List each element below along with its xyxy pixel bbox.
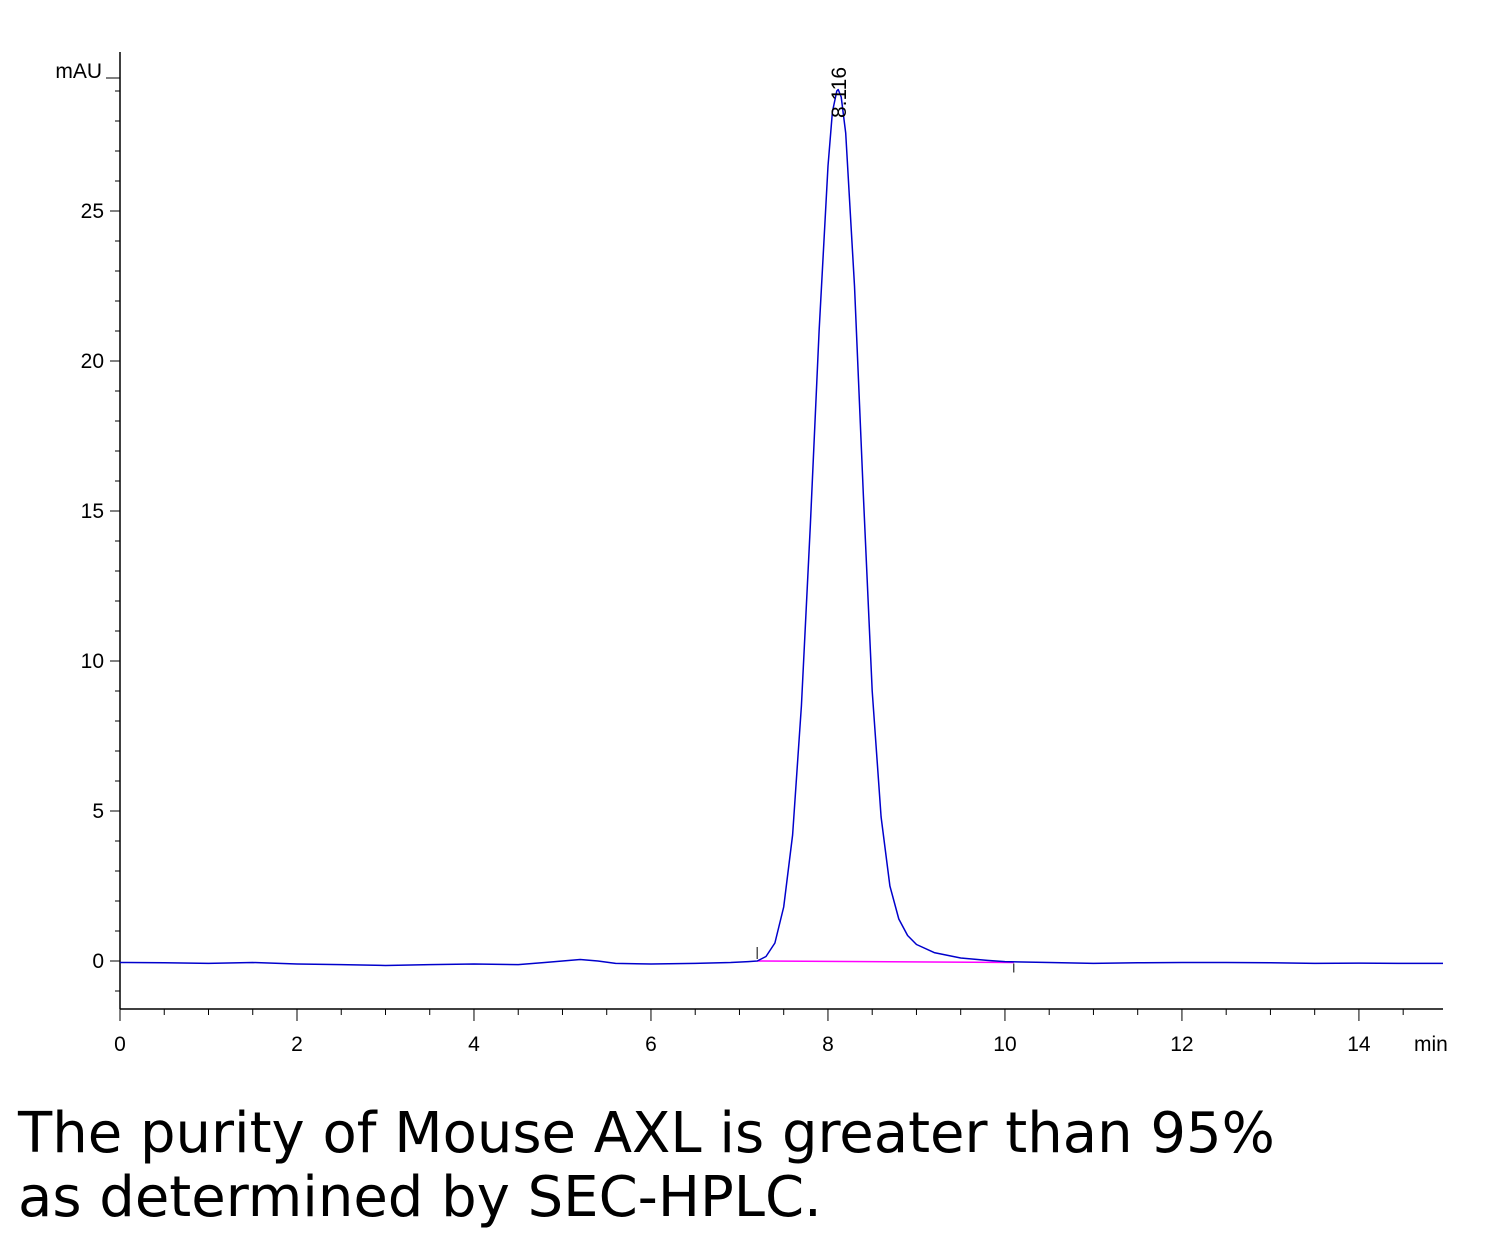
caption-line-2: as determined by SEC-HPLC. <box>18 1165 822 1230</box>
peak-retention-label: 8.116 <box>828 67 851 118</box>
y-tick-label: 10 <box>81 650 104 673</box>
caption-line-1: The purity of Mouse AXL is greater than … <box>18 1101 1275 1166</box>
x-tick-label: 2 <box>291 1033 303 1056</box>
x-tick-label: 14 <box>1347 1033 1371 1056</box>
x-axis-unit-label: min <box>1414 1033 1448 1056</box>
integration-baseline <box>757 960 1014 964</box>
x-tick-label: 8 <box>822 1033 834 1056</box>
figure-caption: The purity of Mouse AXL is greater than … <box>18 1102 1478 1230</box>
x-tick-label: 6 <box>645 1033 657 1056</box>
y-tick-label: 20 <box>81 350 104 373</box>
y-tick-label: 15 <box>81 500 104 523</box>
y-tick-label: 25 <box>81 200 104 223</box>
axes: mAU min <box>55 52 1448 1056</box>
plot-marks: 8.116 <box>119 67 1443 973</box>
x-tick-label: 10 <box>993 1033 1016 1056</box>
ticks: 0 5 10 15 20 25 0 2 4 6 8 10 12 14 <box>81 90 1404 1056</box>
chromatogram-trace <box>119 88 1443 967</box>
x-tick-label: 0 <box>114 1033 126 1056</box>
y-tick-label: 5 <box>92 800 104 823</box>
x-tick-label: 4 <box>468 1033 480 1056</box>
chromatogram-chart: mAU min 0 5 10 15 20 25 0 2 4 6 8 10 12 14 8.116 <box>55 52 1448 1056</box>
y-tick-label: 0 <box>92 950 104 973</box>
y-axis-unit-label: mAU <box>55 60 102 83</box>
x-tick-label: 12 <box>1170 1033 1193 1056</box>
